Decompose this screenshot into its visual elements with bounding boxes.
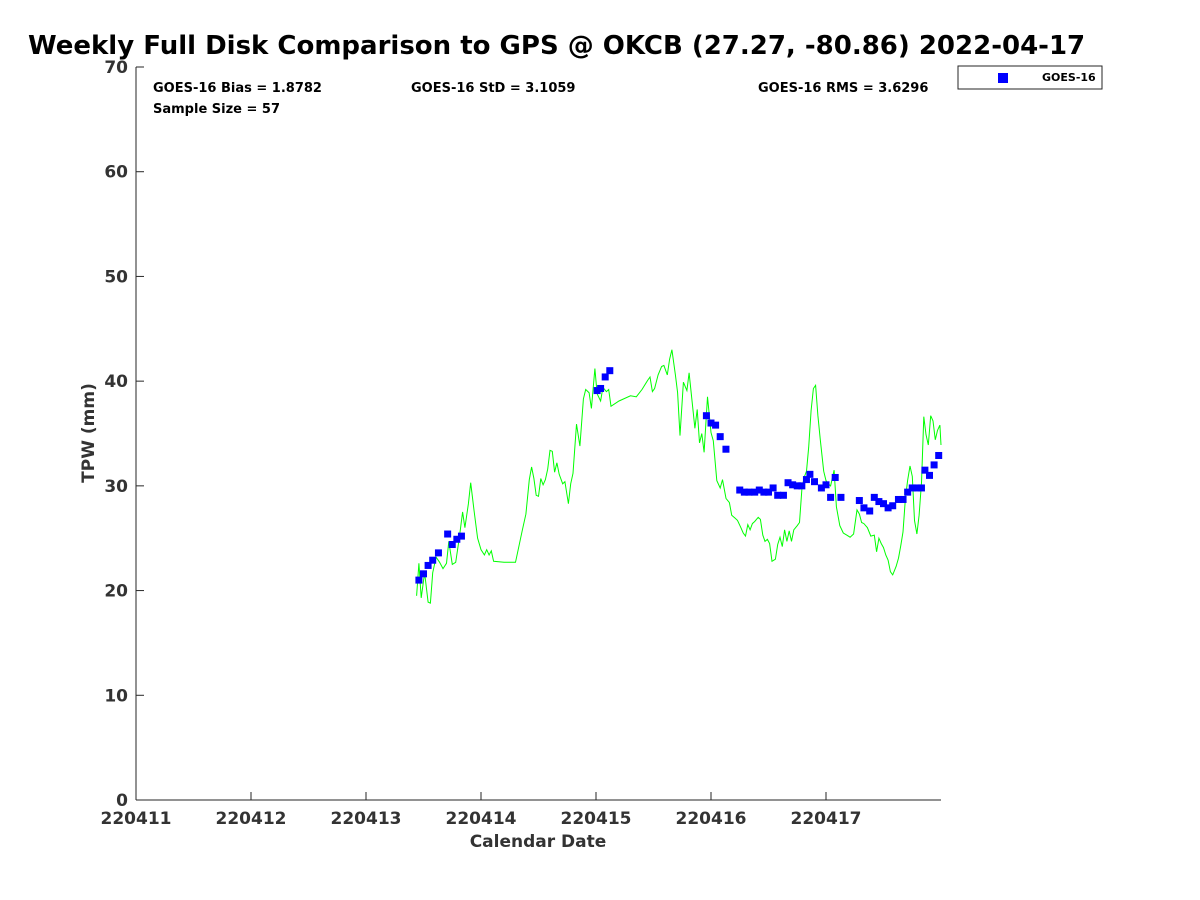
goes-data-point bbox=[444, 530, 452, 538]
goes-data-point bbox=[875, 498, 883, 506]
y-tick-label: 20 bbox=[104, 582, 128, 602]
sample-size-stat: Sample Size = 57 bbox=[153, 102, 280, 117]
goes-data-point bbox=[774, 491, 782, 499]
bias-stat: GOES-16 Bias = 1.8782 bbox=[153, 81, 322, 96]
goes-data-point bbox=[880, 500, 887, 508]
goes-data-point bbox=[601, 373, 609, 381]
x-axis-label: Calendar Date bbox=[470, 832, 607, 852]
goes-data-point bbox=[606, 367, 614, 375]
goes-data-point bbox=[457, 532, 465, 540]
y-tick-label: 60 bbox=[104, 163, 128, 183]
goes-data-point bbox=[899, 495, 907, 503]
goes-data-point bbox=[745, 488, 753, 496]
goes-data-point bbox=[806, 470, 814, 478]
goes-data-point bbox=[913, 484, 921, 492]
legend: GOES-16 bbox=[957, 65, 1103, 90]
goes-data-point bbox=[935, 451, 943, 459]
stats-box: GOES-16 Bias = 1.8782 GOES-16 StD = 3.10… bbox=[153, 81, 928, 117]
goes-data-point bbox=[884, 504, 892, 512]
goes-data-point bbox=[908, 484, 916, 492]
goes-series bbox=[415, 367, 943, 584]
goes-data-point bbox=[870, 493, 878, 501]
x-tick-label: 220415 bbox=[561, 809, 632, 829]
goes-data-point bbox=[434, 549, 442, 557]
x-tick-label: 220412 bbox=[216, 809, 287, 829]
goes-data-point bbox=[751, 488, 759, 496]
goes-data-point bbox=[831, 473, 839, 481]
goes-data-point bbox=[811, 478, 818, 486]
goes-data-point bbox=[798, 482, 806, 490]
goes-data-point bbox=[837, 493, 845, 501]
goes-data-point bbox=[827, 493, 835, 501]
goes-data-point bbox=[415, 576, 423, 584]
goes-data-point bbox=[930, 461, 938, 469]
y-tick-label: 40 bbox=[104, 372, 128, 392]
goes-data-point bbox=[429, 556, 437, 564]
goes-data-point bbox=[917, 484, 925, 492]
goes-data-point bbox=[760, 488, 768, 496]
goes-data-point bbox=[921, 466, 929, 474]
goes-data-point bbox=[712, 421, 720, 429]
y-tick-label: 10 bbox=[104, 686, 128, 706]
x-tick-label: 220416 bbox=[676, 809, 747, 829]
x-tick-label: 220417 bbox=[791, 809, 862, 829]
goes-data-point bbox=[702, 412, 710, 420]
goes-data-point bbox=[789, 481, 797, 489]
goes-data-point bbox=[779, 491, 787, 499]
legend-marker-goes bbox=[998, 73, 1008, 83]
goes-data-point bbox=[755, 486, 763, 494]
goes-data-point bbox=[740, 488, 748, 496]
rms-stat: GOES-16 RMS = 3.6296 bbox=[758, 81, 928, 96]
goes-data-point bbox=[802, 476, 810, 484]
goes-data-point bbox=[769, 484, 777, 492]
plot-area bbox=[415, 349, 943, 604]
goes-data-point bbox=[860, 504, 868, 512]
goes-data-point bbox=[894, 495, 902, 503]
goes-data-point bbox=[855, 497, 863, 505]
y-axis-ticks: 0 10 20 30 40 50 60 70 bbox=[104, 58, 144, 811]
goes-data-point bbox=[453, 535, 461, 543]
goes-data-point bbox=[822, 481, 830, 489]
y-tick-label: 50 bbox=[104, 267, 128, 287]
goes-data-point bbox=[926, 471, 933, 479]
x-tick-label: 220411 bbox=[101, 809, 172, 829]
goes-data-point bbox=[784, 479, 792, 487]
goes-data-point bbox=[736, 486, 744, 494]
y-tick-label: 0 bbox=[116, 791, 128, 811]
goes-data-point bbox=[707, 419, 715, 427]
goes-data-point bbox=[889, 502, 897, 510]
y-tick-label: 30 bbox=[104, 477, 128, 497]
y-tick-label: 70 bbox=[104, 58, 128, 78]
goes-data-point bbox=[597, 384, 605, 392]
goes-data-point bbox=[716, 433, 724, 441]
goes-data-point bbox=[817, 484, 825, 492]
reference-series-line bbox=[416, 349, 942, 604]
goes-data-point bbox=[722, 445, 730, 453]
legend-label-goes: GOES-16 bbox=[1042, 71, 1096, 84]
goes-data-point bbox=[765, 488, 772, 496]
goes-data-point bbox=[448, 540, 456, 548]
std-stat: GOES-16 StD = 3.1059 bbox=[411, 81, 575, 96]
x-axis-ticks: 220411 220412 220413 220414 220415 220416 2204… bbox=[101, 792, 862, 829]
x-tick-label: 220414 bbox=[446, 809, 517, 829]
y-axis-label: TPW (mm) bbox=[79, 383, 99, 483]
legend-box bbox=[957, 65, 1103, 90]
chart-title: Weekly Full Disk Comparison to GPS @ OKC… bbox=[28, 31, 1085, 61]
goes-data-point bbox=[793, 482, 801, 490]
x-tick-label: 220413 bbox=[331, 809, 402, 829]
goes-data-point bbox=[420, 570, 427, 578]
goes-data-point bbox=[424, 561, 432, 569]
goes-data-point bbox=[904, 488, 912, 496]
goes-data-point bbox=[866, 507, 874, 515]
